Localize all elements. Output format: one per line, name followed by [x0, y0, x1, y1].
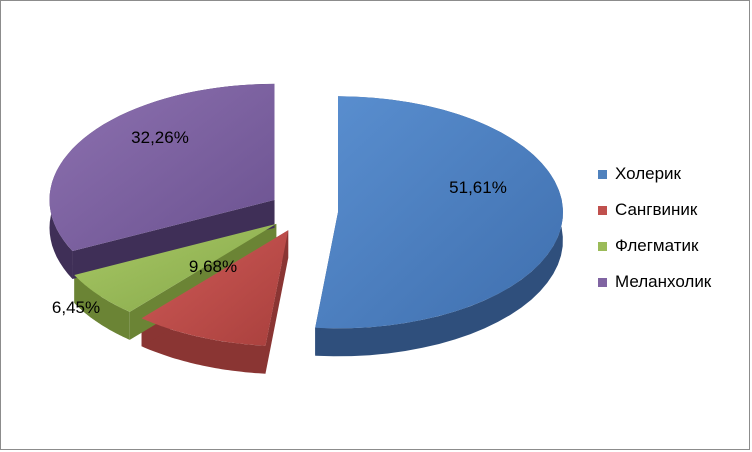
legend-swatch — [598, 205, 607, 215]
slice-holerik — [315, 96, 563, 329]
legend-swatch — [598, 169, 607, 179]
legend-item-holerik: Холерик — [598, 156, 711, 192]
data-label-melanholik: 32,26% — [131, 128, 189, 147]
slice-melanholik — [49, 83, 275, 252]
data-label-holerik: 51,61% — [449, 178, 507, 197]
data-label-sangvinik: 9,68% — [189, 257, 237, 276]
legend: Холерик Сангвиник Флегматик Меланхолик — [598, 156, 711, 300]
legend-item-melanholik: Меланхолик — [598, 264, 711, 300]
legend-label: Флегматик — [615, 236, 699, 255]
slice-flegmatik — [74, 223, 277, 312]
legend-swatch — [598, 277, 607, 287]
legend-swatch — [598, 241, 607, 251]
data-label-flegmatik: 6,45% — [52, 298, 100, 317]
legend-item-flegmatik: Флегматик — [598, 228, 711, 264]
legend-label: Меланхолик — [615, 272, 712, 291]
legend-item-sangvinik: Сангвиник — [598, 192, 711, 228]
legend-label: Сангвиник — [615, 200, 698, 219]
slice-sangvinik — [141, 230, 289, 346]
legend-label: Холерик — [615, 164, 681, 183]
